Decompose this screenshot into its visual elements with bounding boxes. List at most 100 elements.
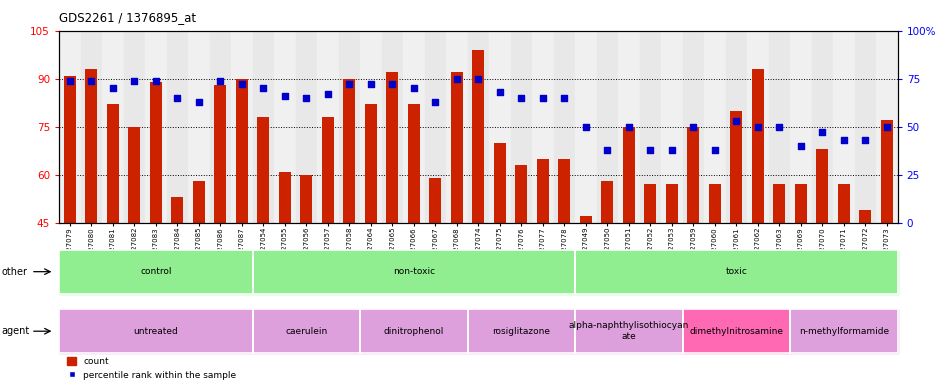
Bar xyxy=(618,31,639,223)
Bar xyxy=(596,31,618,223)
Bar xyxy=(257,117,269,223)
Bar xyxy=(789,31,811,223)
Bar xyxy=(386,72,398,223)
Bar xyxy=(381,31,402,223)
Bar xyxy=(724,31,746,223)
Point xyxy=(363,81,378,88)
Bar xyxy=(300,175,312,223)
Point xyxy=(83,78,98,84)
Bar xyxy=(273,31,295,223)
Point xyxy=(256,85,271,91)
Bar xyxy=(682,31,703,223)
Point xyxy=(320,91,335,97)
Bar xyxy=(832,31,854,223)
Bar xyxy=(553,31,575,223)
Bar xyxy=(188,31,210,223)
Bar xyxy=(489,31,510,223)
Bar xyxy=(854,31,875,223)
Point xyxy=(707,147,722,153)
Text: GDS2261 / 1376895_at: GDS2261 / 1376895_at xyxy=(59,12,196,25)
Text: caerulein: caerulein xyxy=(285,327,327,336)
Bar xyxy=(167,31,188,223)
Bar xyxy=(450,72,462,223)
Bar xyxy=(295,31,316,223)
Bar xyxy=(661,31,682,223)
Legend: count, percentile rank within the sample: count, percentile rank within the sample xyxy=(64,354,240,383)
Bar xyxy=(622,127,634,223)
Point xyxy=(750,124,765,130)
Bar xyxy=(601,181,613,223)
Point xyxy=(385,81,400,88)
Bar xyxy=(59,31,80,223)
Bar xyxy=(214,85,226,223)
Point xyxy=(212,78,227,84)
Point xyxy=(556,95,571,101)
Bar xyxy=(210,31,231,223)
Bar xyxy=(575,31,596,223)
Bar xyxy=(730,111,741,223)
Bar xyxy=(644,184,655,223)
Bar xyxy=(253,31,273,223)
Point xyxy=(234,81,249,88)
Bar xyxy=(579,216,592,223)
Bar xyxy=(472,50,484,223)
Bar xyxy=(80,31,102,223)
Bar xyxy=(687,127,698,223)
Bar xyxy=(467,31,489,223)
Point xyxy=(191,99,206,105)
Bar xyxy=(515,165,527,223)
Text: alpha-naphthylisothiocyan
ate: alpha-naphthylisothiocyan ate xyxy=(568,321,688,341)
Bar xyxy=(536,159,548,223)
Bar xyxy=(171,197,183,223)
Bar xyxy=(279,172,290,223)
Point xyxy=(534,95,549,101)
Bar xyxy=(794,184,806,223)
Point xyxy=(342,81,357,88)
Bar xyxy=(322,117,333,223)
Text: dimethylnitrosamine: dimethylnitrosamine xyxy=(689,327,782,336)
Point xyxy=(148,78,163,84)
Point xyxy=(642,147,657,153)
Bar xyxy=(231,31,253,223)
Bar xyxy=(407,104,419,223)
Bar xyxy=(665,184,677,223)
Bar xyxy=(639,31,661,223)
Bar xyxy=(193,181,204,223)
Point xyxy=(169,95,184,101)
Bar xyxy=(359,31,381,223)
Bar xyxy=(402,31,424,223)
Point xyxy=(599,147,614,153)
Point xyxy=(836,137,851,143)
Bar xyxy=(880,120,892,223)
Point xyxy=(857,137,872,143)
Point xyxy=(793,143,808,149)
Bar xyxy=(64,76,76,223)
Bar xyxy=(128,127,140,223)
Bar xyxy=(424,31,446,223)
Bar xyxy=(446,31,467,223)
Bar xyxy=(510,31,532,223)
Bar xyxy=(875,31,897,223)
Point xyxy=(685,124,700,130)
Point xyxy=(406,85,421,91)
Point xyxy=(879,124,894,130)
Point xyxy=(449,76,464,82)
Bar xyxy=(429,178,441,223)
Bar xyxy=(338,31,359,223)
Point xyxy=(621,124,636,130)
Bar xyxy=(493,143,505,223)
Bar xyxy=(837,184,849,223)
Point xyxy=(62,78,77,84)
Bar xyxy=(703,31,724,223)
Bar xyxy=(752,69,763,223)
Text: non-toxic: non-toxic xyxy=(392,267,434,276)
Point xyxy=(664,147,679,153)
Text: n-methylformamide: n-methylformamide xyxy=(798,327,888,336)
Text: rosiglitazone: rosiglitazone xyxy=(491,327,549,336)
Bar xyxy=(102,31,124,223)
Bar xyxy=(107,104,119,223)
Bar xyxy=(316,31,338,223)
Bar xyxy=(811,31,832,223)
Bar xyxy=(145,31,167,223)
Point xyxy=(814,129,829,136)
